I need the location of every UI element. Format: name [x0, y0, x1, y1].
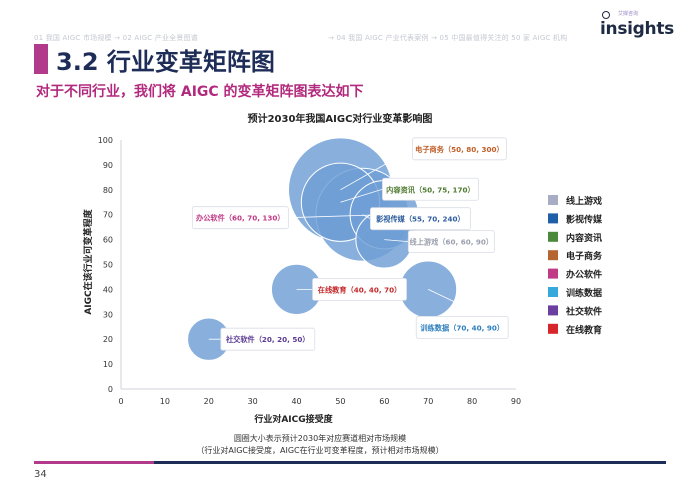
callout-label-社交软件: 社交软件（20, 20, 50） [225, 335, 310, 344]
x-tick-label: 0 [118, 397, 123, 406]
callout-box [382, 177, 479, 201]
chart-title: 预计2030年我国AIGC对行业变革影响图 [247, 114, 433, 125]
x-tick-label: 30 [248, 397, 258, 406]
legend-label-在线教育: 在线教育 [566, 324, 602, 336]
x-tick-label: 60 [379, 397, 389, 406]
x-tick-label: 70 [423, 397, 433, 406]
insights-logo: 艾媒咨询 insights [600, 10, 674, 40]
footer-divider [34, 461, 666, 464]
y-tick-label: 100 [98, 136, 113, 145]
callout-box [220, 327, 316, 351]
legend-label-电子商务: 电子商务 [566, 250, 603, 262]
y-axis-title: AIGC在该行业可变革程度 [82, 208, 94, 314]
footer-accent [34, 461, 154, 464]
legend-label-线上游戏: 线上游戏 [566, 195, 602, 207]
x-tick-label: 50 [335, 397, 345, 406]
bubble-训练数据 [399, 260, 458, 319]
x-tick-label: 40 [291, 397, 301, 406]
legend-swatch-影视传媒 [548, 213, 558, 224]
callout-leader [340, 148, 413, 191]
legend-label-内容资讯: 内容资讯 [566, 232, 602, 244]
callout-box [412, 137, 507, 161]
x-tick-label: 10 [160, 397, 170, 406]
callout-label-电子商务: 电子商务（50, 80, 300） [415, 145, 504, 154]
y-tick-label: 0 [108, 385, 113, 394]
callout-box [369, 207, 471, 231]
callout-leader [384, 239, 409, 242]
title-accent-bar [34, 44, 48, 74]
legend-label-办公软件: 办公软件 [566, 269, 602, 281]
y-tick-label: 10 [103, 360, 113, 369]
legend-label-训练数据: 训练数据 [566, 287, 602, 299]
callout-label-内容资讯: 内容资讯（50, 75, 170） [386, 185, 475, 194]
y-tick-label: 40 [103, 285, 113, 294]
callout-box [415, 315, 509, 339]
legend-swatch-内容资讯 [548, 231, 558, 242]
callout-leader [288, 214, 385, 219]
page-title: 3.2 行业变革矩阵图 [56, 48, 275, 76]
y-tick-label: 50 [103, 261, 113, 270]
callout-box [191, 206, 289, 230]
page-subtitle: 对于不同行业，我们将 AIGC 的变革矩阵图表达如下 [36, 84, 364, 100]
callout-label-训练数据: 训练数据（70, 40, 90） [420, 323, 504, 332]
nav-breadcrumb-right[interactable]: → 04 我国 AIGC 产业代表案例 → 05 中国最值得关注的 50 家 A… [328, 34, 568, 42]
legend-swatch-线上游戏 [548, 195, 558, 205]
logo-wordmark: insights [600, 19, 674, 39]
caption-line-1: 圆圈大小表示预计2030年对应赛道相对市场规模 [233, 434, 407, 443]
callout-label-办公软件: 办公软件（60, 70, 130） [196, 214, 285, 223]
x-axis-title: 行业对AICG接受度 [253, 413, 333, 425]
legend-swatch-社交软件 [548, 305, 558, 316]
callout-label-线上游戏: 线上游戏（60, 60, 90） [410, 238, 494, 247]
callout-label-在线教育: 在线教育（40, 40, 70） [318, 285, 402, 294]
legend-label-影视传媒: 影视传媒 [566, 213, 603, 225]
caption-line-2: （行业对AIGC接受度，AIGC在行业可变革程度，预计相对市场规模） [196, 446, 444, 455]
legend-swatch-办公软件 [548, 268, 558, 279]
callout-label-影视传媒: 影视传媒（55, 70, 240） [376, 215, 465, 224]
y-tick-label: 60 [103, 236, 113, 245]
callout-box [407, 230, 495, 254]
y-tick-label: 20 [103, 335, 113, 344]
logo-mark-icon [602, 11, 610, 19]
y-tick-label: 30 [103, 310, 113, 319]
x-tick-label: 90 [511, 397, 521, 406]
legend-swatch-电子商务 [548, 250, 558, 261]
legend-swatch-训练数据 [548, 287, 558, 297]
page-number: 34 [34, 469, 47, 480]
y-tick-label: 80 [103, 186, 113, 195]
x-tick-label: 80 [467, 397, 477, 406]
legend-swatch-在线教育 [548, 323, 558, 334]
legend-label-社交软件: 社交软件 [565, 305, 602, 317]
y-tick-label: 90 [103, 161, 113, 170]
callout-box [312, 277, 407, 301]
callout-leader [340, 188, 383, 203]
y-tick-label: 70 [103, 211, 113, 220]
logo-tagline: 艾媒咨询 [618, 11, 639, 17]
nav-breadcrumb-left[interactable]: 01 我国 AIGC 市场规模 → 02 AIGC 产业全景图谱 [34, 34, 198, 42]
x-tick-label: 20 [204, 397, 214, 406]
